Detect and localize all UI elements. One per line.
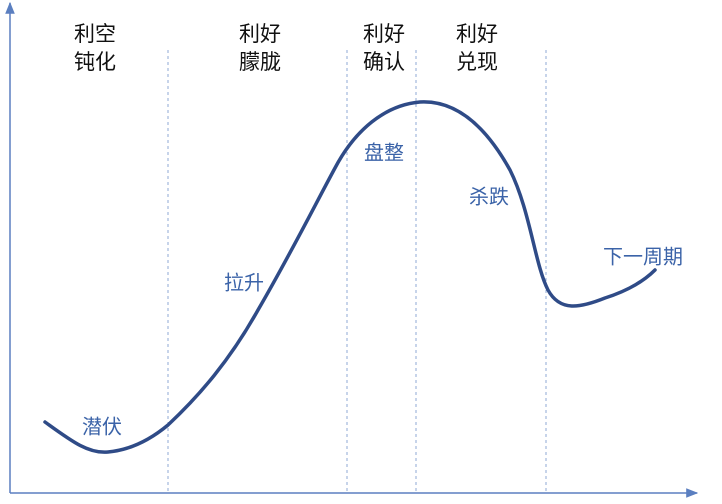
phase-label: 利好 <box>239 22 281 46</box>
phase-label: 钝化 <box>74 50 116 74</box>
stage-label: 盘整 <box>364 141 404 165</box>
stage-label: 潜伏 <box>82 415 122 439</box>
stage-label: 拉升 <box>224 271 264 295</box>
phase-label: 利好 <box>363 22 405 46</box>
cycle-curve <box>43 100 657 454</box>
phase-label: 利好 <box>456 22 498 46</box>
phase-label: 确认 <box>363 50 405 74</box>
phase-label: 利空 <box>74 22 116 46</box>
phase-label: 朦胧 <box>239 50 281 74</box>
phase-label: 兑现 <box>456 50 498 74</box>
stage-label: 下一周期 <box>603 245 683 269</box>
stage-label: 杀跌 <box>469 185 509 209</box>
